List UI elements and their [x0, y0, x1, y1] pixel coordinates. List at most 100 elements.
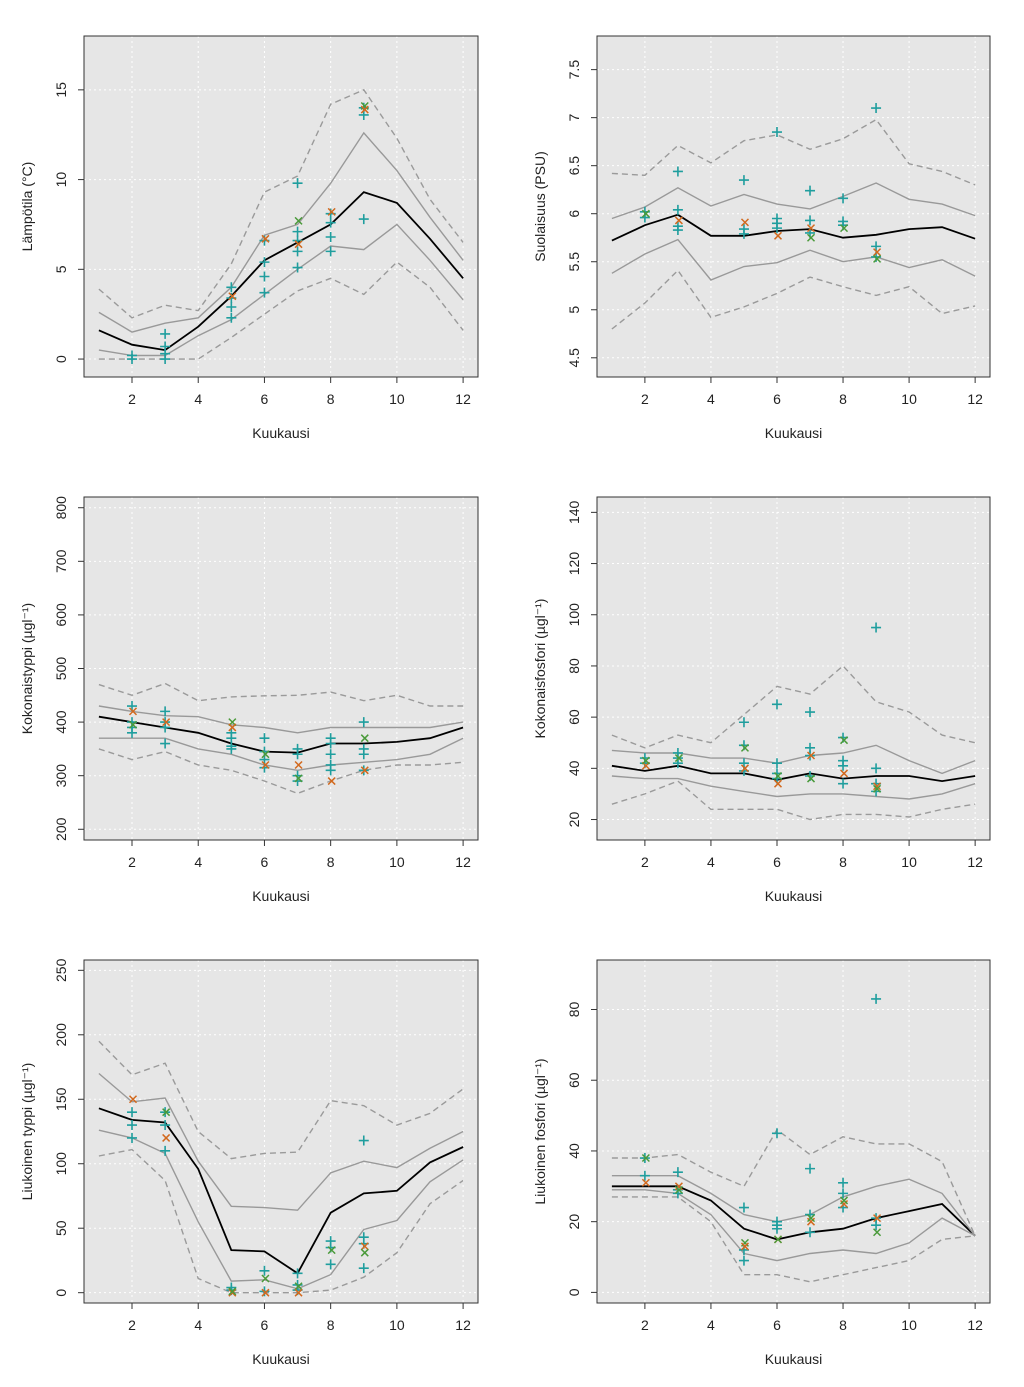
- y-axis-title: Suolaisuus (PSU): [532, 151, 548, 262]
- series-line-upper_outer: [98, 1040, 464, 1160]
- series-line-lower_inner: [611, 1189, 976, 1262]
- data-point-plus: [325, 217, 336, 228]
- data-point-plus: [738, 1255, 749, 1266]
- y-tick-label: 250: [53, 958, 69, 982]
- x-tick-label: 12: [455, 391, 471, 407]
- data-point-plus: [292, 226, 303, 237]
- data-point-cross: [327, 207, 336, 216]
- data-point-plus: [805, 215, 816, 226]
- data-point-cross: [360, 734, 369, 743]
- y-tick-label: 60: [566, 1072, 582, 1088]
- data-point-plus: [127, 354, 138, 365]
- data-point-cross: [873, 254, 882, 263]
- data-point-cross: [840, 1199, 849, 1209]
- data-point-plus: [325, 1259, 336, 1270]
- data-point-cross: [641, 1153, 650, 1163]
- data-point-plus: [672, 204, 683, 215]
- data-point-cross: [641, 209, 650, 218]
- data-point-cross: [773, 231, 783, 240]
- data-point-plus: [226, 282, 237, 293]
- x-tick-label: 12: [455, 854, 471, 870]
- y-tick-label: 200: [53, 1023, 69, 1047]
- x-tick-label: 2: [128, 1317, 136, 1333]
- y-axis-title: Kokonaistyppi (µgl⁻¹): [19, 603, 35, 734]
- data-point-cross: [873, 1214, 882, 1223]
- data-point-plus: [160, 1120, 171, 1131]
- x-tick-label: 12: [967, 391, 983, 407]
- series-line-upper_inner: [611, 1174, 976, 1237]
- data-point-cross: [873, 1228, 882, 1237]
- data-point-plus: [259, 271, 270, 282]
- chart-panel-dissolved_phosphorus: 2 4 6 8 10 12 0 20 40 60 80 Kuukausi Liukoinen fosfo…: [532, 959, 991, 1367]
- x-tick-label: 10: [901, 854, 917, 870]
- data-point-plus: [672, 1167, 683, 1178]
- x-tick-label: 8: [839, 854, 847, 870]
- data-point-cross: [360, 1242, 369, 1251]
- x-tick-label: 12: [967, 854, 983, 870]
- data-point-plus: [805, 1227, 816, 1238]
- data-point-plus: [226, 312, 237, 323]
- x-tick-label: 8: [839, 391, 847, 407]
- x-tick-label: 6: [261, 391, 269, 407]
- data-point-cross: [228, 1287, 237, 1296]
- series-line-upper_inner: [98, 1072, 464, 1211]
- plot-area: [596, 959, 991, 1304]
- y-axis-title: Liukoinen typpi (µgl⁻¹): [19, 1063, 35, 1201]
- data-point-plus: [259, 733, 270, 744]
- data-point-plus: [292, 246, 303, 257]
- x-tick-label: 4: [194, 1317, 202, 1333]
- data-point-plus: [672, 166, 683, 177]
- data-point-plus: [226, 302, 237, 313]
- data-point-plus: [771, 699, 782, 710]
- x-tick-label: 10: [389, 391, 405, 407]
- data-point-cross: [840, 224, 849, 233]
- data-point-cross: [128, 1095, 138, 1104]
- data-point-plus: [160, 328, 171, 339]
- data-point-plus: [672, 225, 683, 236]
- x-tick-label: 4: [707, 391, 715, 407]
- data-point-plus: [358, 749, 369, 760]
- data-point-cross: [294, 240, 303, 249]
- x-tick-label: 10: [901, 1317, 917, 1333]
- data-point-plus: [771, 1128, 782, 1139]
- plot-area: [596, 496, 991, 841]
- y-tick-label: 10: [53, 172, 69, 188]
- chart-panel-temperature: 2 4 6 8 10 12 0 5 10 15 Kuukausi Lämpötila (°C): [19, 35, 479, 441]
- data-point-plus: [805, 185, 816, 196]
- plot-frame: [596, 496, 991, 841]
- chart-panel-salinity: 2 4 6 8 10 12 4.5 5 5.5 6 6.5 7 7.5 Kuukausi Suolaisuu…: [532, 35, 991, 441]
- chart-panel-dissolved_nitrogen: 2 4 6 8 10 12 0 50 100 150 200 250 Kuukausi Liukoinen…: [19, 958, 479, 1367]
- data-point-plus: [226, 743, 237, 754]
- data-point-plus: [838, 778, 849, 789]
- data-point-cross: [360, 1248, 369, 1257]
- y-tick-label: 300: [53, 764, 69, 788]
- x-tick-label: 2: [641, 1317, 649, 1333]
- series-line-mean: [611, 1185, 976, 1241]
- data-point-plus: [871, 622, 882, 633]
- plot-area: [83, 35, 479, 378]
- plot-frame: [596, 959, 991, 1304]
- y-tick-label: 700: [53, 549, 69, 573]
- data-point-plus: [292, 1268, 303, 1279]
- y-tick-label: 100: [53, 1152, 69, 1176]
- data-point-cross: [740, 1242, 749, 1251]
- y-tick-label: 60: [566, 709, 582, 725]
- x-tick-label: 6: [773, 854, 781, 870]
- series-line-lower_inner: [98, 1129, 464, 1290]
- series-line-lower_outer: [98, 1148, 464, 1294]
- data-point-cross: [806, 751, 816, 760]
- data-point-cross: [773, 771, 783, 781]
- y-tick-label: 40: [566, 760, 582, 776]
- x-tick-label: 2: [128, 391, 136, 407]
- y-tick-label: 80: [566, 658, 582, 674]
- series-line-lower_outer: [611, 780, 976, 821]
- x-tick-label: 4: [194, 391, 202, 407]
- y-tick-label: 5: [566, 306, 582, 314]
- series-line-mean: [98, 191, 464, 352]
- data-point-plus: [871, 993, 882, 1004]
- data-point-cross: [360, 105, 369, 114]
- y-tick-label: 800: [53, 496, 69, 520]
- data-point-cross: [261, 1288, 270, 1297]
- data-point-cross: [294, 1282, 303, 1291]
